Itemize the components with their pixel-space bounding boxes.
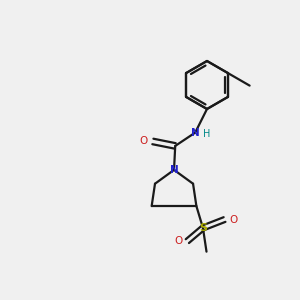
Text: N: N [191,128,200,138]
Text: H: H [203,129,211,139]
Text: S: S [199,223,207,233]
Text: O: O [230,214,238,224]
Text: N: N [170,165,178,175]
Text: O: O [174,236,182,246]
Text: O: O [140,136,148,146]
